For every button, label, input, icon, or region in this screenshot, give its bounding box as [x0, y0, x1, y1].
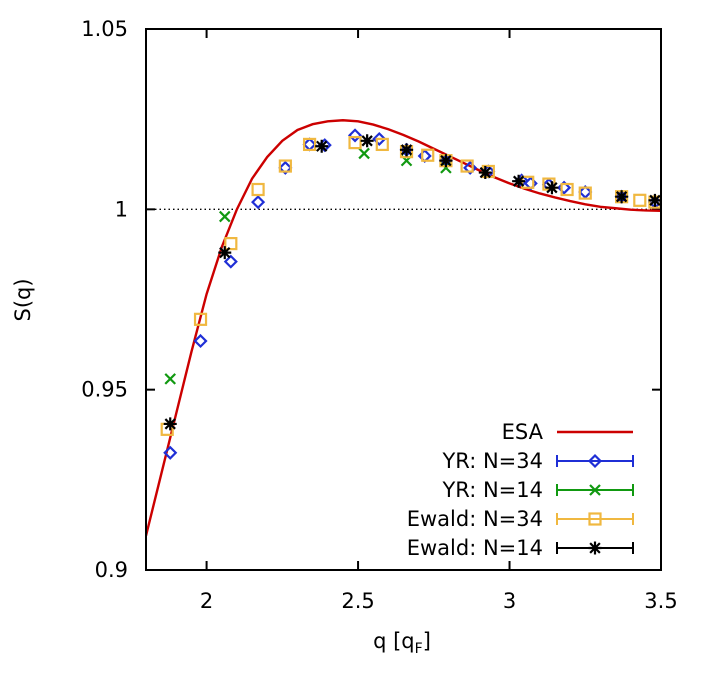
data-point-yr-n-34: [163, 445, 178, 460]
legend-label-ewald-n-14: Ewald: N=14: [407, 536, 543, 560]
data-point-yr-n-34: [557, 180, 572, 195]
x-tick-label: 3.5: [644, 589, 677, 613]
data-point-ewald-n-34: [224, 236, 238, 251]
legend-marker-yr-n-34: [587, 453, 603, 469]
y-axis-label: S(q): [11, 278, 35, 321]
x-axis-label: q [qF]: [373, 629, 431, 657]
y-tick-label: 1.05: [81, 17, 128, 41]
series-line-esa: [146, 119, 661, 537]
data-point-ewald-n-34: [251, 182, 265, 197]
data-point-yr-n-34: [372, 131, 387, 147]
data-point-ewald-n-14: [315, 139, 329, 153]
x-axis-label-main: q [q: [373, 629, 415, 653]
data-point-ewald-n-14: [163, 417, 177, 431]
data-point-ewald-n-34: [578, 186, 592, 200]
data-point-ewald-n-34: [375, 137, 389, 152]
data-point-yr-n-34: [193, 333, 208, 349]
data-point-yr-n-14: [164, 373, 177, 385]
legend-swatch-ewald-n-14: [556, 541, 634, 555]
data-point-ewald-n-34: [278, 159, 292, 173]
data-point-yr-n-34: [251, 195, 266, 210]
data-point-ewald-n-34: [193, 312, 208, 326]
legend-label-esa: ESA: [502, 420, 544, 444]
plot-background: [146, 29, 661, 570]
data-point-ewald-n-14: [400, 143, 414, 157]
legend-label-ewald-n-34: Ewald: N=34: [407, 507, 543, 531]
legend-marker-yr-n-14: [589, 484, 601, 496]
data-point-yr-n-34: [463, 160, 478, 175]
data-point-ewald-n-34: [302, 137, 317, 152]
x-axis-label-close: ]: [423, 629, 431, 653]
data-point-yr-n-14: [358, 147, 370, 160]
x-tick-label: 2: [200, 589, 213, 613]
y-tick-label: 0.9: [95, 558, 128, 582]
legend-marker-ewald-n-14: [588, 541, 602, 555]
data-point-ewald-n-34: [421, 148, 435, 162]
data-point-ewald-n-14: [478, 166, 492, 180]
data-point-ewald-n-34: [560, 182, 574, 197]
data-point-ewald-n-14: [615, 190, 629, 204]
legend: ESA YR: N=34 YR: N=14 Ewald: N=34 Ewald: N=1…: [407, 420, 634, 560]
x-tick-label: 3: [503, 589, 516, 613]
legend-marker-ewald-n-34: [588, 512, 602, 526]
x-axis-label-subscript: F: [415, 641, 423, 657]
data-point-ewald-n-14: [218, 246, 232, 260]
legend-label-yr-n-14: YR: N=14: [441, 478, 543, 502]
data-point-ewald-n-14: [545, 181, 559, 195]
data-point-ewald-n-34: [348, 136, 362, 150]
x-tick-label: 2.5: [341, 589, 374, 613]
data-point-ewald-n-14: [648, 193, 661, 207]
y-tick-label: 1: [115, 197, 128, 221]
data-point-yr-n-34: [347, 128, 363, 143]
legend-label-yr-n-34: YR: N=34: [441, 449, 543, 473]
legend-swatch-yr-n-34: [556, 453, 634, 469]
data-point-yr-n-34: [223, 254, 238, 269]
legend-swatch-ewald-n-34: [556, 512, 634, 526]
data-point-yr-n-34: [278, 160, 293, 175]
legend-swatch-yr-n-14: [556, 484, 634, 496]
data-point-yr-n-14: [218, 210, 231, 223]
y-tick-label: 0.95: [81, 378, 128, 402]
data-point-ewald-n-34: [633, 193, 647, 207]
data-point-ewald-n-14: [360, 134, 374, 148]
data-point-ewald-n-34: [460, 159, 474, 173]
data-point-ewald-n-14: [512, 174, 526, 188]
plot-frame: [145, 28, 662, 571]
data-point-ewald-n-14: [439, 154, 453, 168]
